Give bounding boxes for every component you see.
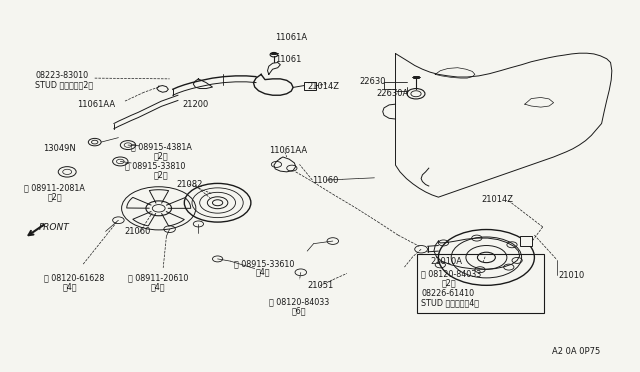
Text: 21014Z: 21014Z: [481, 195, 513, 204]
Text: 08226-61410: 08226-61410: [421, 289, 474, 298]
Text: （2）: （2）: [154, 170, 168, 179]
Text: （6）: （6）: [291, 307, 306, 315]
Text: 22630A: 22630A: [376, 89, 408, 98]
Text: 11060: 11060: [312, 176, 339, 185]
Bar: [417, 254, 544, 313]
Text: 13049N: 13049N: [44, 144, 76, 153]
Text: 21051: 21051: [307, 281, 333, 290]
Text: Ⓑ 08120-84033: Ⓑ 08120-84033: [421, 269, 481, 278]
Text: Ⓑ 08120-61628: Ⓑ 08120-61628: [44, 274, 104, 283]
Text: （4）: （4）: [256, 268, 271, 277]
Text: Ⓢ 08915-33810: Ⓢ 08915-33810: [125, 161, 185, 170]
Text: 11061: 11061: [275, 55, 301, 64]
Text: STUD スタッド（4）: STUD スタッド（4）: [421, 298, 479, 307]
Text: Ⓢ 08911-2081A: Ⓢ 08911-2081A: [24, 184, 85, 193]
Text: 21010: 21010: [558, 271, 584, 280]
Text: Ⓝ 08911-20610: Ⓝ 08911-20610: [128, 274, 188, 283]
Text: 21014Z: 21014Z: [307, 82, 339, 91]
Text: 11061A: 11061A: [275, 33, 307, 42]
Text: 08223-83010: 08223-83010: [35, 71, 88, 80]
Text: 11061AA: 11061AA: [269, 146, 307, 155]
Text: 21010A: 21010A: [430, 257, 462, 266]
Text: Ⓥ 08915-33610: Ⓥ 08915-33610: [234, 259, 294, 268]
Text: 21082: 21082: [176, 180, 202, 189]
Text: STUD スタッド（2）: STUD スタッド（2）: [35, 80, 93, 89]
Bar: [520, 236, 532, 246]
Text: FRONT: FRONT: [38, 223, 69, 232]
Text: Ⓑ 08120-84033: Ⓑ 08120-84033: [269, 298, 329, 307]
Text: （4）: （4）: [150, 283, 165, 292]
Text: Ⓥ 08915-4381A: Ⓥ 08915-4381A: [131, 143, 192, 152]
Text: （4）: （4）: [63, 283, 77, 292]
Text: 22630: 22630: [360, 77, 386, 86]
Text: （2）: （2）: [154, 152, 168, 161]
Text: 11061AA: 11061AA: [77, 100, 115, 109]
Text: （2）: （2）: [442, 278, 456, 287]
Text: 21200: 21200: [182, 100, 209, 109]
Text: A2 0A 0P75: A2 0A 0P75: [552, 347, 600, 356]
Text: 21060: 21060: [125, 227, 151, 236]
Text: （2）: （2）: [48, 193, 63, 202]
Bar: [304, 82, 316, 90]
